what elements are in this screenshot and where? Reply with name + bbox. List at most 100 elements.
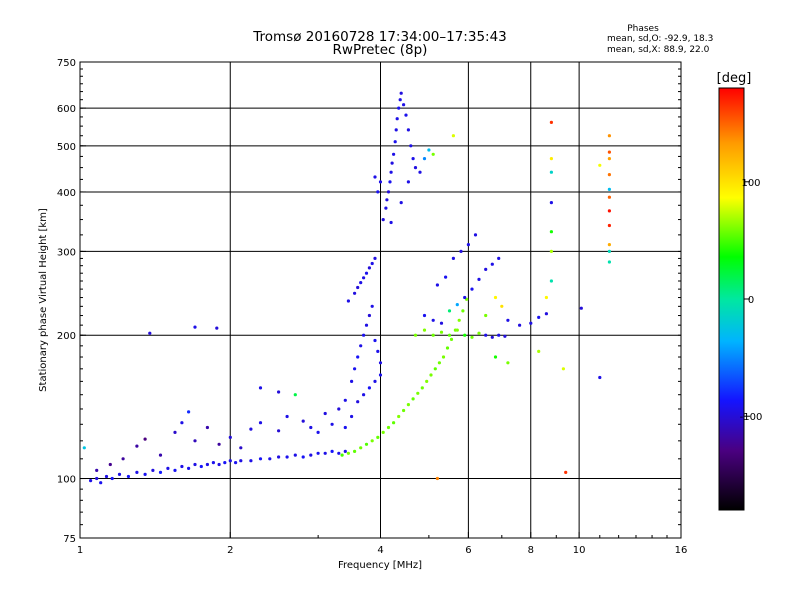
- phase-info-o: mean, sd,O: -92.9, 18.3: [607, 34, 713, 44]
- y-tick-label: 200: [57, 331, 76, 342]
- data-point: [537, 315, 541, 319]
- x-tick-label: 2: [227, 545, 233, 556]
- data-point: [268, 457, 272, 461]
- data-point: [493, 355, 498, 359]
- data-point: [364, 442, 369, 446]
- data-point: [433, 367, 437, 371]
- data-point: [427, 148, 431, 152]
- data-point: [135, 444, 139, 448]
- data-point: [126, 474, 130, 479]
- data-point: [598, 163, 602, 167]
- x-tick-label: 8: [528, 545, 534, 556]
- data-point: [506, 318, 510, 322]
- data-point: [151, 468, 155, 472]
- data-point: [431, 333, 435, 337]
- data-point: [239, 459, 243, 463]
- colorbar-tick-label: 0: [748, 295, 754, 306]
- x-tick-label: 10: [573, 545, 586, 556]
- data-point: [466, 243, 470, 247]
- data-point: [356, 285, 360, 290]
- data-point: [497, 333, 501, 337]
- data-point: [413, 333, 418, 337]
- data-point: [173, 430, 177, 434]
- data-point: [579, 306, 583, 310]
- data-point: [277, 429, 281, 433]
- data-point: [549, 249, 554, 253]
- data-point: [477, 331, 481, 335]
- data-point: [607, 223, 612, 228]
- data-point: [193, 325, 197, 329]
- phase-info-title: Phases: [627, 24, 659, 34]
- data-point: [199, 464, 203, 469]
- y-axis-label: Stationary phase Virtual Height [km]: [38, 208, 49, 392]
- data-point: [217, 462, 221, 467]
- data-point: [350, 414, 354, 419]
- data-point: [390, 161, 394, 165]
- data-point: [429, 373, 433, 377]
- data-point: [406, 180, 410, 184]
- data-point: [518, 323, 522, 327]
- data-point: [451, 134, 455, 138]
- data-point: [459, 249, 463, 253]
- data-point: [362, 333, 366, 337]
- data-point: [143, 437, 147, 441]
- data-point: [455, 328, 459, 332]
- data-point: [378, 361, 383, 365]
- data-point: [187, 466, 191, 470]
- phase-info-x: mean, sd,X: 88.9, 22.0: [607, 45, 710, 55]
- data-point: [402, 103, 406, 107]
- data-point: [404, 113, 408, 117]
- data-point: [370, 439, 374, 443]
- data-point: [362, 276, 366, 280]
- data-point: [607, 243, 612, 247]
- data-point: [378, 180, 383, 184]
- data-point: [395, 117, 399, 121]
- data-point: [121, 457, 125, 461]
- data-point: [386, 190, 391, 194]
- data-point: [607, 187, 612, 191]
- data-point: [343, 398, 347, 402]
- data-point: [323, 411, 327, 416]
- data-point: [99, 481, 103, 485]
- data-point: [413, 166, 418, 170]
- data-point: [463, 333, 467, 337]
- data-point: [376, 435, 380, 439]
- data-point: [370, 304, 374, 308]
- data-point: [386, 425, 391, 430]
- data-point: [143, 472, 147, 476]
- data-point: [228, 459, 232, 463]
- data-point: [356, 355, 360, 359]
- data-point: [343, 449, 347, 453]
- grid-lines: [80, 62, 681, 538]
- data-point: [239, 446, 243, 450]
- data-point: [376, 190, 380, 194]
- data-point: [416, 391, 420, 395]
- data-point: [249, 459, 253, 463]
- data-point: [367, 313, 371, 318]
- data-point: [356, 400, 360, 404]
- data-point: [490, 262, 494, 266]
- data-point: [373, 338, 377, 343]
- data-point: [373, 256, 377, 260]
- data-point: [381, 218, 385, 222]
- data-point: [598, 375, 602, 380]
- data-point: [316, 430, 320, 434]
- data-point: [205, 462, 209, 467]
- data-point: [561, 367, 566, 371]
- data-point: [309, 453, 313, 457]
- data-point: [373, 379, 377, 383]
- data-point: [180, 464, 184, 469]
- data-point: [95, 476, 99, 481]
- data-point: [447, 309, 452, 313]
- data-point: [367, 266, 371, 270]
- data-point: [249, 427, 253, 431]
- data-point: [549, 201, 554, 205]
- x-axis-ticks: 1 2 4 6 8 10 16: [77, 532, 687, 556]
- data-point: [258, 457, 263, 461]
- data-point: [449, 337, 454, 341]
- data-point: [217, 442, 221, 446]
- data-point: [420, 386, 424, 390]
- x-axis-label: Frequency [MHz]: [338, 560, 422, 571]
